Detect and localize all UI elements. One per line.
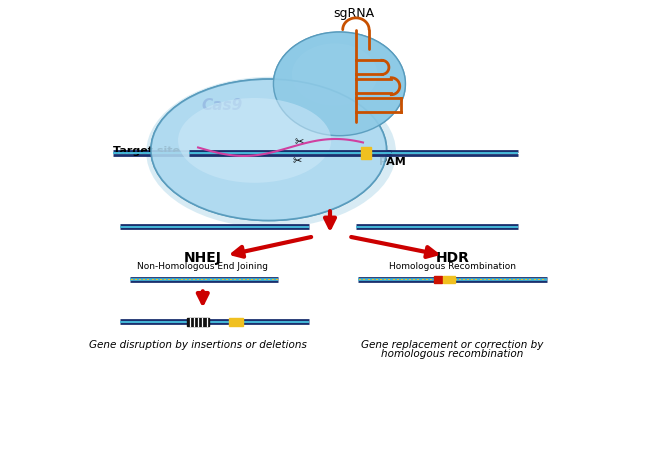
Ellipse shape	[292, 43, 378, 106]
Text: Cas9: Cas9	[201, 98, 242, 112]
Text: Gene disruption by insertions or deletions: Gene disruption by insertions or deletio…	[89, 340, 307, 350]
Text: HDR: HDR	[436, 251, 469, 265]
Text: Gene replacement or correction by: Gene replacement or correction by	[361, 340, 544, 350]
Ellipse shape	[178, 98, 331, 183]
Ellipse shape	[178, 98, 331, 183]
Bar	[187, 318, 209, 326]
Text: NHEJ: NHEJ	[184, 251, 222, 265]
Text: Homologous Recombination: Homologous Recombination	[389, 262, 516, 271]
Bar	[228, 318, 243, 326]
Ellipse shape	[151, 79, 387, 220]
Text: ✂: ✂	[294, 138, 304, 148]
Ellipse shape	[151, 79, 387, 220]
Text: sgRNA: sgRNA	[333, 7, 374, 19]
Ellipse shape	[273, 32, 405, 136]
Text: homologous recombination: homologous recombination	[381, 349, 523, 359]
Ellipse shape	[147, 77, 396, 228]
Text: Target site: Target site	[114, 146, 180, 156]
FancyBboxPatch shape	[360, 147, 371, 159]
Text: ✂: ✂	[292, 156, 302, 166]
Bar	[434, 276, 442, 283]
Text: PAM: PAM	[379, 156, 406, 166]
Text: Non-Homologous End Joining: Non-Homologous End Joining	[137, 262, 268, 271]
Ellipse shape	[273, 32, 405, 136]
Bar	[443, 276, 455, 283]
